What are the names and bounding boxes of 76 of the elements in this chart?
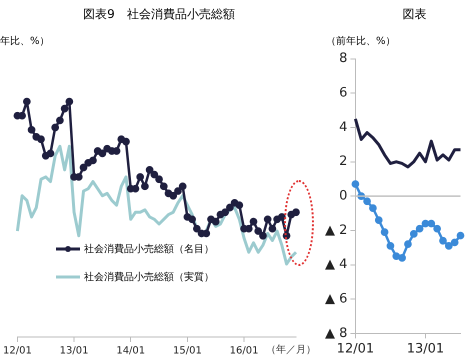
y-axis-title: 年比、%） <box>0 34 50 48</box>
point <box>226 204 234 212</box>
chart-title: 図表 <box>402 6 428 23</box>
y-axis-title: （前年比、%） <box>326 34 396 48</box>
point <box>439 236 447 245</box>
point <box>398 254 406 262</box>
point <box>268 224 276 233</box>
y-tick-label: 4 <box>339 120 348 135</box>
point <box>169 192 178 200</box>
point <box>427 220 436 228</box>
y-tick-label: ▲ 6 <box>324 291 348 306</box>
point <box>188 215 196 224</box>
point <box>392 252 400 260</box>
point <box>150 170 158 178</box>
point <box>235 201 244 210</box>
point <box>433 224 441 233</box>
point <box>136 173 144 181</box>
point <box>456 232 464 240</box>
point <box>178 182 187 190</box>
point <box>369 204 377 212</box>
point <box>60 104 68 112</box>
point <box>66 98 74 106</box>
y-tick-label: ▲ 2 <box>324 222 348 238</box>
point <box>410 230 418 238</box>
point <box>380 228 388 236</box>
point <box>374 216 383 224</box>
point <box>422 220 430 228</box>
x-tick-label: 12/01 <box>2 346 32 357</box>
point <box>28 126 36 134</box>
y-tick-label: ▲ 8 <box>324 326 348 341</box>
point <box>444 242 453 250</box>
point <box>56 116 64 124</box>
x-axis-title: （年／月） <box>266 344 316 356</box>
x-tick-label: 14/01 <box>116 346 146 357</box>
point <box>221 208 230 216</box>
legend-label: 社会消費品小売総額（実質） <box>84 270 214 284</box>
point <box>174 187 182 195</box>
chart-title: 図表9 社会消費品小売総額 <box>82 6 236 23</box>
point <box>89 156 97 164</box>
point <box>117 135 126 144</box>
point <box>363 197 371 206</box>
point <box>250 218 258 226</box>
x-tick-label: 16/01 <box>230 346 258 357</box>
y-tick-label: 2 <box>339 154 348 170</box>
point <box>98 150 106 158</box>
x-tick-label: 12/01 <box>336 342 374 357</box>
point <box>141 182 149 190</box>
point <box>37 135 45 144</box>
point <box>292 208 300 216</box>
point <box>404 240 412 248</box>
point <box>416 224 424 233</box>
point <box>80 164 88 172</box>
point <box>122 138 130 146</box>
point <box>278 213 286 221</box>
point <box>259 232 267 240</box>
point <box>254 227 262 235</box>
point <box>155 175 163 184</box>
point <box>212 218 220 226</box>
point <box>192 224 201 233</box>
y-tick-label: ▲ 4 <box>324 257 348 272</box>
point <box>46 150 54 158</box>
point <box>352 180 360 188</box>
point <box>264 215 272 224</box>
x-tick-label: 13/01 <box>60 346 88 357</box>
x-tick-label: 15/01 <box>172 346 202 357</box>
y-tick-label: 6 <box>339 86 348 100</box>
point <box>146 166 154 174</box>
x-tick-label: 13/01 <box>406 342 444 357</box>
point <box>386 242 394 250</box>
legend-label: 社会消費品小売総額（名目） <box>84 242 214 256</box>
y-tick-label: 8 <box>339 51 348 66</box>
point <box>23 98 31 106</box>
y-tick-label: 0 <box>339 188 348 204</box>
point <box>450 238 459 246</box>
point <box>160 182 168 190</box>
point <box>51 124 60 132</box>
